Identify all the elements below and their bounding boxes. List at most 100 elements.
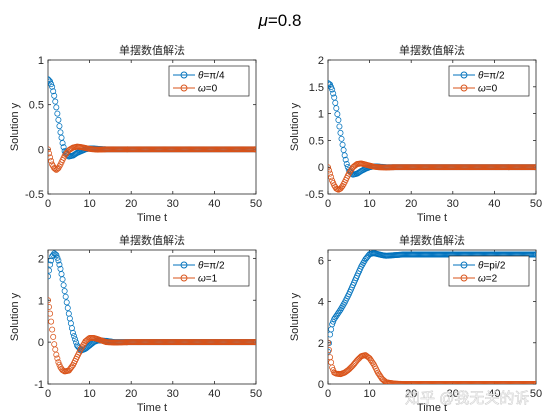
x-tick-label: 30 xyxy=(447,388,459,400)
legend-marker xyxy=(180,261,188,269)
legend-marker xyxy=(460,71,468,79)
data-point-theta xyxy=(52,98,59,105)
data-point-theta xyxy=(342,156,349,163)
data-point-theta xyxy=(63,299,70,306)
legend-symbol: θ xyxy=(478,71,484,82)
x-tick-label: 50 xyxy=(530,198,542,210)
y-tick-label: 2 xyxy=(318,55,324,67)
data-point-theta xyxy=(59,140,66,147)
legend-label: θ=π/2 xyxy=(198,261,225,272)
data-point-theta xyxy=(328,80,331,87)
series-theta xyxy=(328,250,536,355)
data-point-omega xyxy=(533,164,536,171)
data-point-omega xyxy=(253,339,256,346)
data-point-theta xyxy=(51,92,58,99)
data-point-omega xyxy=(328,174,335,181)
legend-label: ω=1 xyxy=(198,274,218,285)
data-point-theta xyxy=(328,348,331,355)
data-point-theta xyxy=(71,333,77,340)
data-point-theta xyxy=(329,321,336,328)
x-tick-label: 20 xyxy=(125,388,137,400)
data-point-omega xyxy=(345,170,352,177)
subplot-title: 单摆数值解法 xyxy=(119,43,185,57)
series-omega xyxy=(48,143,256,173)
data-point-theta xyxy=(55,116,62,123)
data-point-omega xyxy=(533,381,536,384)
data-point-theta xyxy=(60,282,67,289)
legend-symbol: θ xyxy=(198,261,204,272)
legend-entry-omega: ω=0 xyxy=(173,84,218,95)
data-point-omega xyxy=(346,169,353,175)
plot-area xyxy=(48,250,256,375)
suptitle-mu: μ xyxy=(258,11,269,30)
y-tick-label: 6 xyxy=(318,255,324,267)
x-tick-label: 20 xyxy=(405,388,417,400)
x-tick-label: 40 xyxy=(488,198,500,210)
legend-marker xyxy=(180,274,188,282)
y-tick-label: 1.5 xyxy=(309,82,324,94)
x-axis-label: Time t xyxy=(417,402,447,414)
data-point-omega xyxy=(48,154,54,161)
data-point-theta xyxy=(333,105,340,112)
legend-label: θ=pi/2 xyxy=(478,261,506,272)
data-point-omega xyxy=(52,166,59,172)
legend-value: =pi/2 xyxy=(483,261,505,272)
data-point-theta xyxy=(60,144,67,151)
legend-symbol: ω xyxy=(198,84,206,95)
data-point-omega xyxy=(366,355,373,362)
y-tick-label: 0.5 xyxy=(309,135,324,147)
legend-value: =0 xyxy=(206,84,218,95)
data-point-theta xyxy=(334,111,341,118)
series-omega xyxy=(48,297,256,375)
data-point-theta xyxy=(330,90,337,97)
suptitle-value: =0.8 xyxy=(268,11,302,30)
data-point-theta xyxy=(55,257,62,264)
data-point-theta xyxy=(64,305,71,311)
data-point-theta xyxy=(331,316,338,323)
data-point-theta xyxy=(533,251,536,258)
legend-entry-omega: ω=1 xyxy=(173,274,218,285)
data-point-omega xyxy=(338,184,345,191)
data-point-theta xyxy=(61,288,68,295)
data-point-omega xyxy=(51,165,58,172)
data-point-theta xyxy=(333,312,340,319)
data-point-theta xyxy=(335,117,342,124)
y-tick-label: 0 xyxy=(318,379,324,391)
data-point-theta xyxy=(338,135,345,142)
x-tick-label: 10 xyxy=(83,198,95,210)
legend-value: =π/4 xyxy=(203,71,225,82)
data-point-theta xyxy=(48,78,54,85)
legend-symbol: θ xyxy=(478,261,484,272)
y-axis-label: Solution y xyxy=(289,102,301,151)
data-point-omega xyxy=(50,333,57,340)
x-tick-label: 0 xyxy=(325,388,331,400)
data-point-omega xyxy=(347,167,354,174)
x-tick-label: 0 xyxy=(325,198,331,210)
x-tick-label: 40 xyxy=(208,198,220,210)
x-tick-label: 50 xyxy=(530,388,542,400)
data-point-omega xyxy=(328,170,334,177)
x-tick-label: 30 xyxy=(167,388,179,400)
y-tick-label: 0 xyxy=(318,162,324,174)
legend: θ=π/2 ω=1 xyxy=(168,255,250,287)
legend-label: ω=2 xyxy=(478,274,498,285)
y-tick-label: 1 xyxy=(318,109,324,121)
y-tick-label: -0.5 xyxy=(25,189,44,201)
data-point-theta xyxy=(48,267,53,274)
x-tick-label: 50 xyxy=(250,198,262,210)
data-point-omega xyxy=(48,318,55,325)
data-point-theta xyxy=(72,336,79,343)
subplot-title: 单摆数值解法 xyxy=(399,43,465,57)
x-tick-label: 10 xyxy=(363,198,375,210)
data-point-omega xyxy=(375,371,382,378)
x-tick-label: 20 xyxy=(405,198,417,210)
data-point-omega xyxy=(329,364,336,371)
x-tick-label: 40 xyxy=(488,388,500,400)
data-point-theta xyxy=(59,276,66,283)
y-tick-label: -1 xyxy=(34,379,44,391)
x-tick-label: 0 xyxy=(45,198,51,210)
y-tick-label: 2 xyxy=(38,253,44,265)
data-point-theta xyxy=(336,308,343,315)
y-tick-label: 0 xyxy=(38,144,44,156)
